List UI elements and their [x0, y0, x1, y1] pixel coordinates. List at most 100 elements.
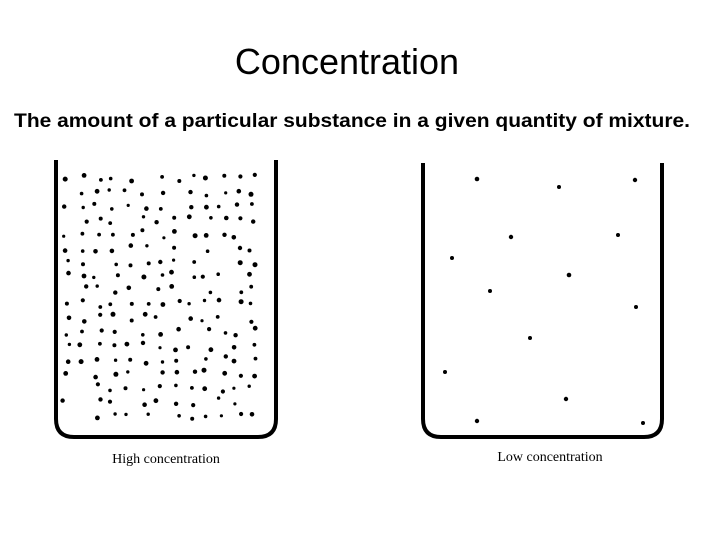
particle [64, 301, 69, 306]
particle [108, 302, 113, 307]
particle [82, 319, 87, 324]
particle [113, 371, 119, 377]
particle [186, 345, 191, 350]
particle [249, 284, 254, 289]
particle [123, 386, 128, 391]
particle [557, 185, 561, 189]
particle [252, 342, 257, 347]
particle [160, 370, 165, 375]
particle [162, 236, 166, 240]
particle [141, 274, 147, 280]
particle [107, 399, 113, 404]
particle [222, 370, 228, 376]
particle [110, 207, 114, 211]
beaker-high [54, 160, 278, 439]
particle [160, 190, 166, 196]
particle [188, 189, 193, 195]
particle [233, 333, 238, 338]
particle [126, 285, 132, 291]
particle [237, 260, 243, 266]
particle [140, 192, 144, 197]
particle [66, 270, 71, 276]
particle [177, 298, 182, 304]
particle [108, 388, 112, 393]
particle [81, 205, 85, 210]
particle [77, 342, 83, 348]
particle [111, 232, 115, 237]
particle [64, 333, 69, 337]
particle [158, 207, 163, 211]
label-high: High concentration [112, 452, 220, 467]
particle [157, 384, 162, 389]
particle [508, 234, 514, 240]
particle [124, 412, 128, 417]
particle [200, 319, 204, 323]
particle [65, 359, 71, 365]
particle [232, 386, 236, 390]
particle [124, 341, 130, 347]
particle [79, 191, 84, 196]
particle [108, 221, 113, 226]
particle [189, 205, 194, 210]
particle [80, 249, 85, 253]
particle [61, 204, 67, 209]
particle [202, 386, 208, 392]
particle [62, 248, 68, 253]
particle [173, 347, 178, 353]
particle [146, 261, 151, 266]
particle [115, 273, 120, 278]
particle [92, 201, 97, 206]
particle [641, 421, 645, 425]
particle [224, 191, 228, 195]
particles-high [60, 172, 258, 421]
particle [632, 177, 638, 183]
particle [109, 248, 115, 254]
particle [94, 188, 100, 194]
particle [238, 299, 244, 305]
particle [239, 290, 244, 295]
particle [158, 346, 162, 350]
particle [128, 243, 134, 248]
particle [237, 245, 243, 251]
particle [203, 414, 208, 419]
particle [249, 319, 254, 324]
particle [186, 214, 192, 220]
particle [98, 341, 102, 346]
particle [234, 202, 240, 207]
particle [208, 347, 214, 353]
particle [231, 345, 237, 350]
particle [128, 357, 133, 362]
particle [204, 357, 208, 361]
particle [81, 173, 87, 178]
particle [203, 233, 209, 238]
particle [172, 215, 177, 220]
particle [252, 172, 257, 177]
particle [141, 333, 145, 337]
particle [145, 244, 149, 248]
particle [248, 301, 253, 306]
particle [114, 262, 118, 267]
particle [249, 412, 255, 417]
particle [209, 216, 213, 220]
particle [93, 374, 98, 380]
particle [216, 396, 221, 400]
particle [192, 233, 198, 239]
particle [474, 418, 480, 424]
particle [251, 219, 256, 224]
particle [113, 290, 118, 295]
particle [144, 206, 149, 211]
particle [81, 262, 85, 267]
particle [616, 233, 620, 237]
particle [192, 173, 196, 178]
particle [252, 373, 257, 379]
particle [169, 269, 174, 275]
particle [192, 369, 198, 374]
particle [94, 357, 100, 362]
particle [153, 398, 159, 404]
particle [126, 203, 130, 207]
particle [207, 327, 212, 332]
particle [192, 275, 197, 280]
particle [129, 318, 134, 323]
particle [190, 386, 194, 390]
particle [202, 298, 207, 303]
